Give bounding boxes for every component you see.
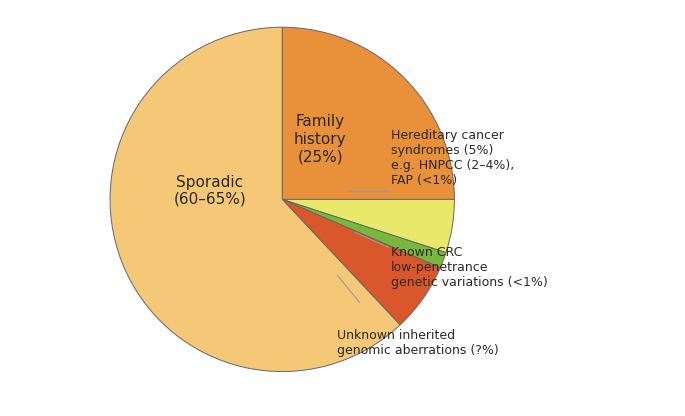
Text: Known CRC
low-penetrance
genetic variations (<1%): Known CRC low-penetrance genetic variati… xyxy=(390,246,547,289)
Wedge shape xyxy=(110,27,400,371)
Text: Sporadic
(60–65%): Sporadic (60–65%) xyxy=(173,175,247,207)
Wedge shape xyxy=(282,27,454,199)
Wedge shape xyxy=(282,199,446,268)
Text: Hereditary cancer
syndromes (5%)
e.g. HNPCC (2–4%),
FAP (<1%): Hereditary cancer syndromes (5%) e.g. HN… xyxy=(390,129,514,187)
Text: Unknown inherited
genomic aberrations (?%): Unknown inherited genomic aberrations (?… xyxy=(337,329,499,357)
Text: Family
history
(25%): Family history (25%) xyxy=(294,114,347,164)
Wedge shape xyxy=(282,199,440,325)
Wedge shape xyxy=(282,199,454,253)
